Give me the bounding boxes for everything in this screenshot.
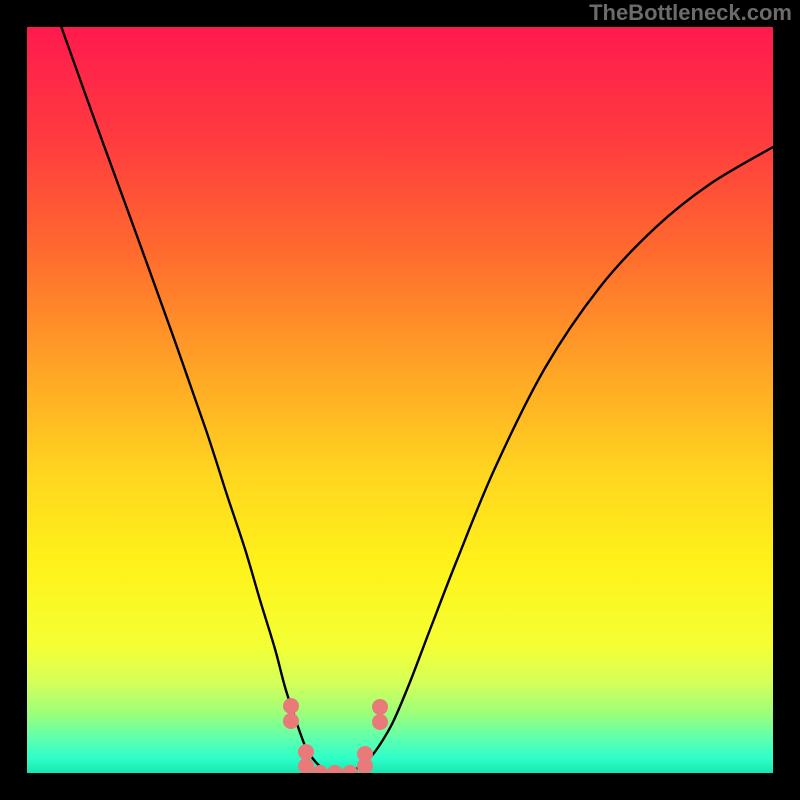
watermark-text: TheBottleneck.com (589, 0, 792, 26)
valley-marker-dot (283, 713, 299, 729)
valley-marker-dot (372, 714, 388, 730)
chart-background-gradient (27, 27, 773, 773)
valley-marker-dot (298, 744, 314, 760)
valley-marker-dot (283, 698, 299, 714)
valley-marker-dot (298, 758, 314, 774)
bottleneck-chart (0, 0, 800, 800)
valley-marker-dot (357, 746, 373, 762)
valley-marker-dot (372, 699, 388, 715)
chart-container: TheBottleneck.com (0, 0, 800, 800)
